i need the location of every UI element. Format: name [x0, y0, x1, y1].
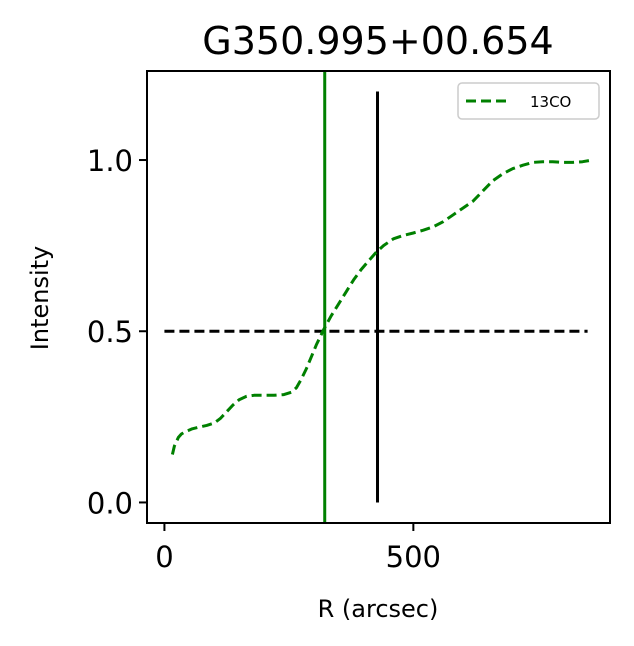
x-tick-label: 0 — [155, 540, 173, 574]
y-tick-label: 1.0 — [87, 144, 133, 178]
plot-frame — [146, 70, 611, 524]
legend-label-13co: 13CO — [530, 93, 571, 111]
legend: 13CO — [457, 82, 600, 120]
y-axis-label: Intensity — [26, 246, 54, 350]
y-tick-label: 0.0 — [87, 486, 133, 520]
x-axis-label: R (arcsec) — [318, 595, 439, 623]
plot-area — [164, 71, 593, 523]
axis-ticks: 0 500 0.0 0.5 1.0 — [87, 144, 441, 574]
y-tick-label: 0.5 — [87, 315, 133, 349]
x-tick-label: 500 — [386, 540, 441, 574]
series-line-13co — [170, 158, 593, 455]
legend-box — [457, 82, 600, 120]
chart-title: G350.995+00.654 — [202, 19, 553, 63]
